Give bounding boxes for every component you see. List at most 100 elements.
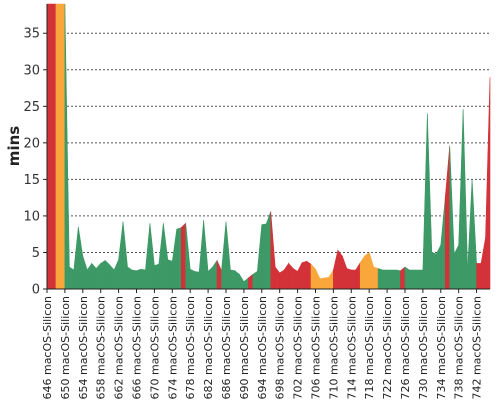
area-segment: [422, 113, 428, 290]
area-segment: [216, 260, 222, 290]
x-tick-label: #702 macOS-Silicon: [292, 296, 305, 400]
x-tick-label: #738 macOS-Silicon: [453, 296, 466, 400]
x-tick-label: #670 macOS-Silicon: [148, 296, 161, 400]
area-segment: [368, 252, 374, 290]
area-segment: [185, 223, 191, 290]
area-segment: [283, 262, 289, 290]
area-segment: [395, 269, 401, 290]
area-segment: [297, 262, 303, 290]
x-tick-label: #682 macOS-Silicon: [202, 296, 215, 400]
x-tick-label: #694 macOS-Silicon: [256, 296, 269, 400]
y-tick-label: 0: [32, 283, 40, 298]
x-tick-label: #698 macOS-Silicon: [274, 296, 287, 400]
area-segment: [203, 220, 209, 290]
area-segment: [350, 269, 357, 290]
area-segment: [60, 3, 66, 290]
area-segment: [131, 269, 137, 290]
area-segment: [176, 227, 182, 290]
y-tick-label: 35: [23, 27, 40, 42]
area-segment: [100, 259, 106, 290]
x-tick-label: #718 macOS-Silicon: [363, 296, 376, 400]
area-segment: [310, 263, 316, 290]
area-segment: [113, 259, 119, 290]
area-segment: [140, 268, 146, 290]
area-segment: [198, 220, 204, 290]
area-segment: [324, 276, 330, 290]
x-tick-label: #730 macOS-Silicon: [417, 296, 430, 400]
area-segment: [46, 3, 52, 290]
x-tick-label: #734 macOS-Silicon: [435, 296, 448, 400]
area-series: [46, 3, 491, 290]
x-tick-label: #714 macOS-Silicon: [345, 296, 358, 400]
area-segment: [418, 269, 424, 290]
area-segment: [51, 3, 57, 290]
area-segment: [225, 221, 231, 290]
area-segment: [373, 266, 379, 290]
area-segment: [431, 252, 437, 290]
area-segment: [239, 273, 245, 290]
x-tick-label: #710 macOS-Silicon: [327, 296, 340, 400]
area-segment: [257, 224, 263, 290]
area-segment: [274, 266, 280, 290]
area-segment: [252, 270, 258, 290]
x-tick-label: #658 macOS-Silicon: [95, 296, 108, 400]
area-segment: [453, 245, 459, 290]
area-segment: [127, 266, 133, 290]
y-tick-label: 30: [23, 63, 40, 78]
axes: [46, 4, 490, 290]
area-segment: [212, 259, 218, 290]
area-segment: [306, 260, 312, 290]
y-tick-label: 25: [23, 100, 40, 115]
area-segment: [480, 237, 486, 290]
area-segment: [145, 223, 151, 290]
area-segment: [292, 267, 298, 290]
area-segment: [391, 269, 397, 290]
area-segment: [86, 262, 93, 290]
area-segment: [180, 222, 187, 290]
area-segment: [444, 145, 451, 290]
area-segment: [409, 269, 415, 290]
area-segment: [122, 221, 128, 290]
area-segment: [78, 226, 84, 290]
area-segment: [230, 269, 236, 290]
area-segment: [364, 251, 370, 290]
area-segment: [467, 179, 473, 290]
area-segment: [149, 223, 155, 290]
area-segment: [462, 109, 468, 290]
area-segment: [471, 179, 477, 290]
area-segment: [261, 223, 267, 290]
area-segment: [234, 270, 240, 290]
area-segment: [400, 266, 406, 290]
grid-lines: [47, 32, 490, 253]
area-segment: [243, 277, 249, 290]
area-segment: [158, 223, 164, 290]
area-segment: [104, 259, 110, 290]
area-segment: [333, 250, 339, 290]
area-segment: [301, 260, 307, 290]
area-segment: [136, 268, 142, 290]
area-segment: [458, 109, 464, 290]
area-segment: [167, 259, 173, 290]
area-segment: [346, 268, 352, 290]
x-tick-label: #678 macOS-Silicon: [184, 296, 197, 400]
x-tick-label: #650 macOS-Silicon: [59, 296, 72, 400]
x-tick-label: #742 macOS-Silicon: [471, 296, 484, 400]
area-segment: [73, 226, 79, 290]
x-tick-label: #662 macOS-Silicon: [113, 296, 126, 400]
y-tick-label: 10: [23, 209, 40, 224]
area-segment: [436, 245, 442, 290]
x-tick-label: #706 macOS-Silicon: [309, 296, 322, 400]
x-tick-label: #686 macOS-Silicon: [220, 296, 233, 400]
y-tick-labels: 0 5 10 15 20 25 30 35: [23, 27, 47, 298]
area-segment: [315, 269, 321, 290]
area-segment: [194, 271, 200, 290]
area-segment: [154, 263, 160, 290]
area-segment: [342, 256, 348, 290]
area-segment: [359, 255, 366, 290]
y-tick-label: 20: [23, 136, 40, 151]
area-segment: [109, 264, 115, 290]
area-segment: [118, 221, 124, 290]
area-segment: [64, 3, 70, 290]
x-tick-label: #674 macOS-Silicon: [166, 296, 179, 400]
area-segment: [207, 266, 213, 290]
